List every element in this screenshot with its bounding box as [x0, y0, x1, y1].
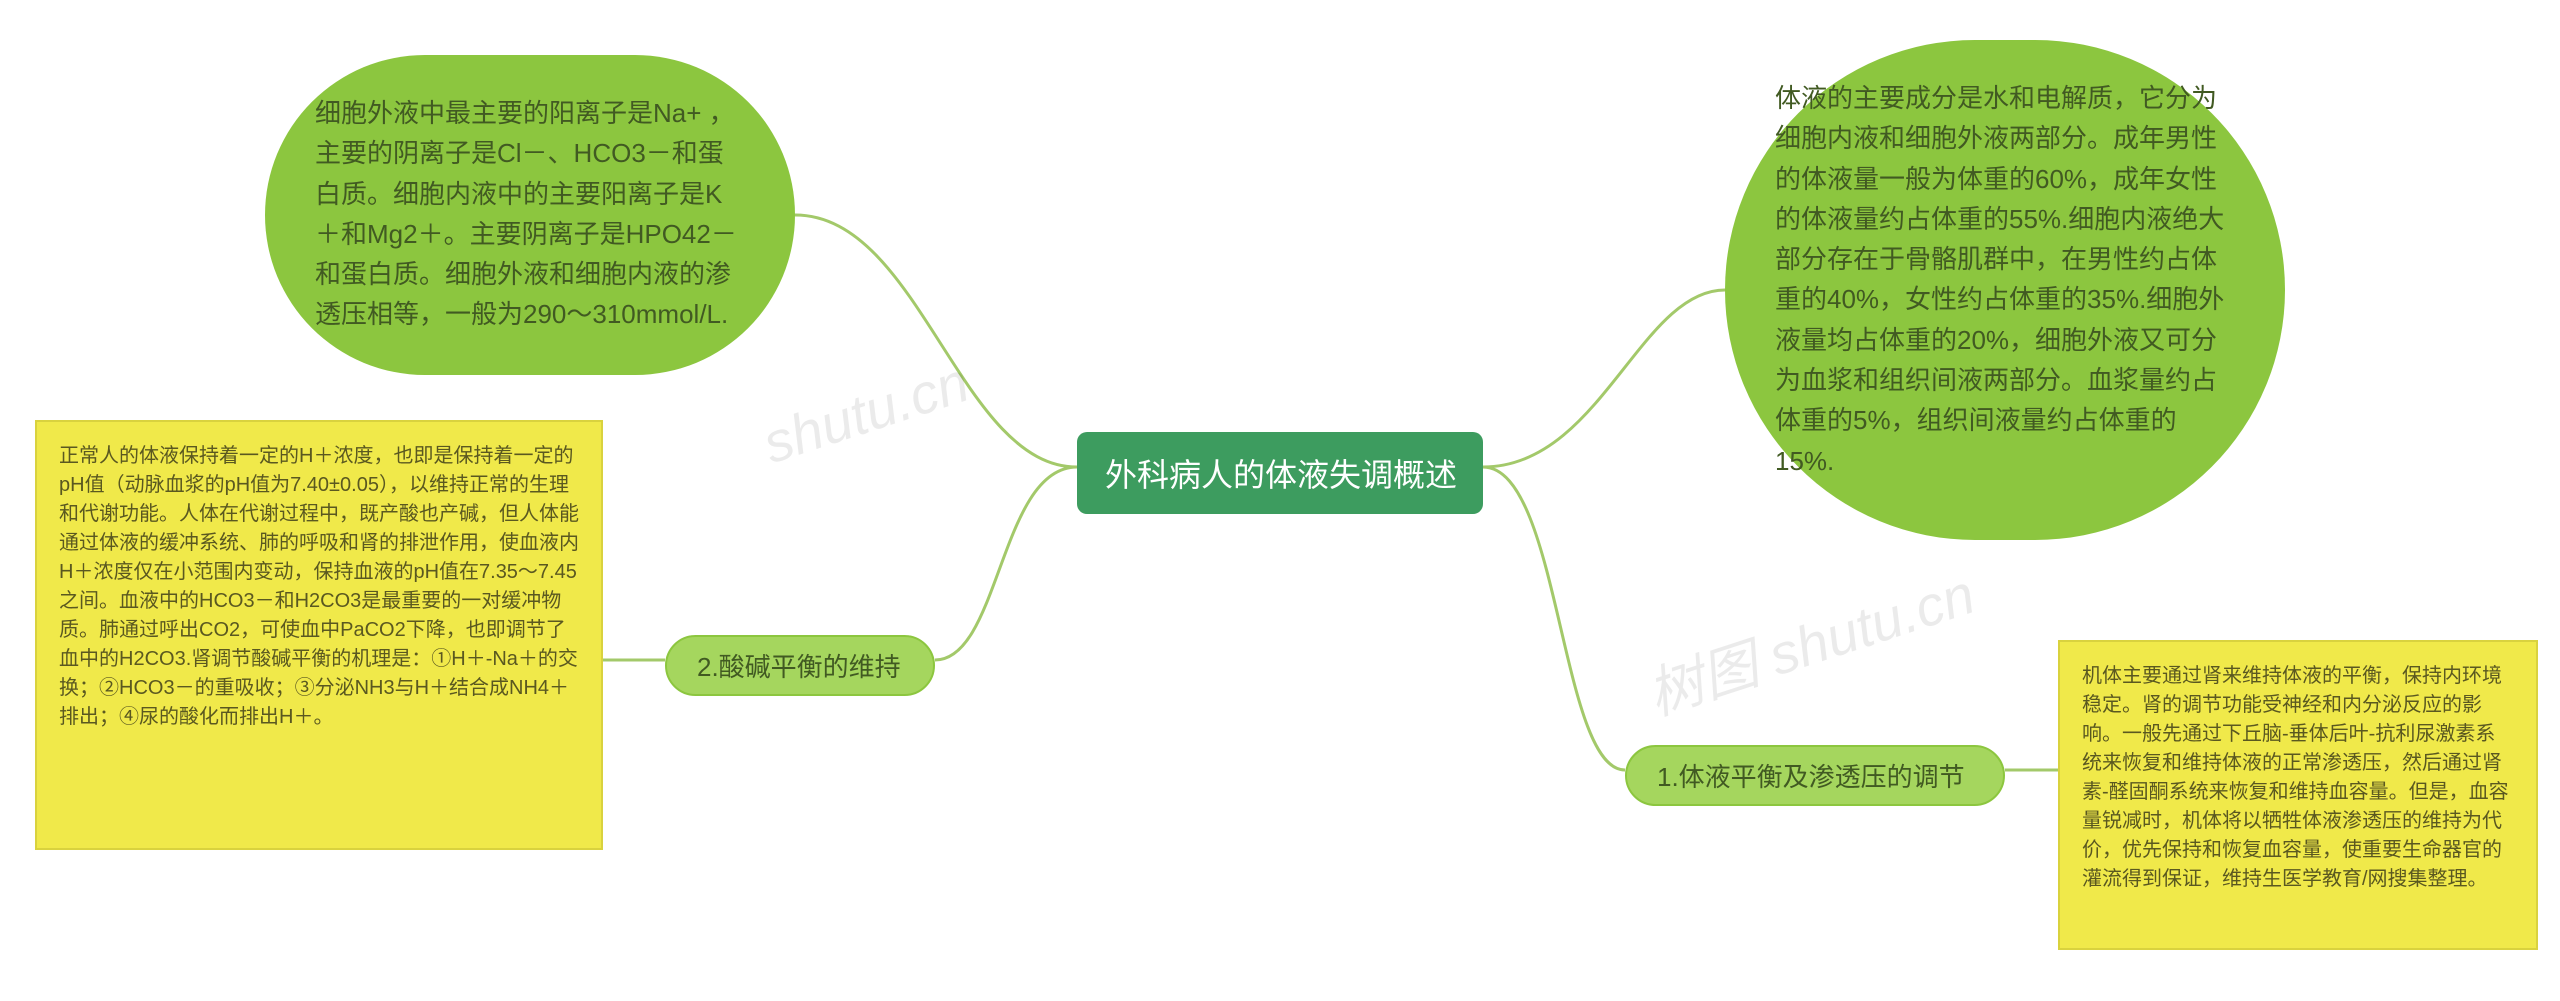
- topleft-green-box: 细胞外液中最主要的阳离子是Na+ ，主要的阴离子是Cl－、HCO3－和蛋白质。细…: [265, 55, 795, 375]
- branch-right-pill: 1.体液平衡及渗透压的调节: [1625, 745, 2005, 806]
- connector-path: [795, 215, 1077, 467]
- branch-left-yellow-box: 正常人的体液保持着一定的H＋浓度，也即是保持着一定的pH值（动脉血浆的pH值为7…: [35, 420, 603, 850]
- center-node: 外科病人的体液失调概述: [1077, 432, 1483, 514]
- connector-path: [935, 467, 1077, 660]
- branch-left-pill: 2.酸碱平衡的维持: [665, 635, 935, 696]
- watermark-text: shutu.cn: [755, 349, 976, 476]
- connector-path: [1483, 467, 1625, 770]
- connector-path: [1483, 290, 1725, 467]
- branch-right-yellow-box: 机体主要通过肾来维持体液的平衡，保持内环境稳定。肾的调节功能受神经和内分泌反应的…: [2058, 640, 2538, 950]
- watermark-text: 树图 shutu.cn: [1636, 550, 1984, 732]
- topright-green-box: 体液的主要成分是水和电解质，它分为细胞内液和细胞外液两部分。成年男性的体液量一般…: [1725, 40, 2285, 540]
